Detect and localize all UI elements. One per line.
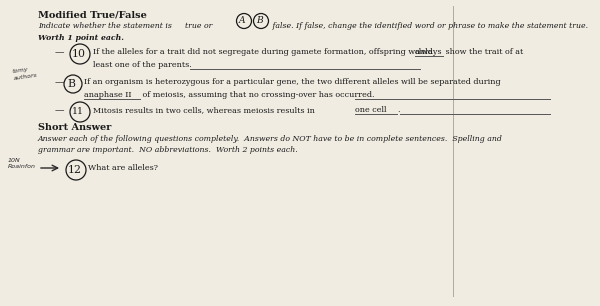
Text: 10N
Roainfon: 10N Roainfon — [8, 158, 36, 169]
Text: —: — — [55, 106, 65, 115]
Text: If the alleles for a trait did not segregate during gamete formation, offspring : If the alleles for a trait did not segre… — [93, 48, 435, 56]
Text: B: B — [256, 16, 263, 25]
Text: What are alleles?: What are alleles? — [88, 164, 158, 172]
Text: true or: true or — [185, 22, 215, 30]
Text: 10: 10 — [72, 49, 86, 59]
Text: —: — — [55, 78, 65, 87]
Text: of meiosis, assuming that no crossing-over has occurred.: of meiosis, assuming that no crossing-ov… — [140, 91, 374, 99]
Text: .: . — [397, 106, 400, 114]
Text: one cell: one cell — [355, 106, 386, 114]
Text: false. If false, change the identified word or phrase to make the statement true: false. If false, change the identified w… — [270, 22, 588, 30]
Text: 12: 12 — [68, 165, 82, 175]
Text: show the trait of at: show the trait of at — [443, 48, 523, 56]
Text: Indicate whether the statement is: Indicate whether the statement is — [38, 22, 175, 30]
Text: If an organism is heterozygous for a particular gene, the two different alleles : If an organism is heterozygous for a par… — [84, 78, 500, 86]
Text: A: A — [239, 16, 245, 25]
Text: Answer each of the following questions completely.  Answers do NOT have to be in: Answer each of the following questions c… — [38, 135, 503, 143]
Text: anaphase II: anaphase II — [84, 91, 131, 99]
Text: Mitosis results in two cells, whereas meiosis results in: Mitosis results in two cells, whereas me… — [93, 106, 317, 114]
Text: least one of the parents.: least one of the parents. — [93, 61, 192, 69]
Text: grammar are important.  NO abbreviations.  Worth 2 points each.: grammar are important. NO abbreviations.… — [38, 146, 298, 154]
Text: always: always — [415, 48, 443, 56]
Text: tomy
authors: tomy authors — [12, 66, 38, 81]
Text: Modified True/False: Modified True/False — [38, 11, 147, 20]
Text: Worth 1 point each.: Worth 1 point each. — [38, 34, 124, 42]
Text: —: — — [55, 48, 65, 57]
Text: B: B — [67, 79, 75, 89]
Text: Short Answer: Short Answer — [38, 123, 112, 132]
Text: 11: 11 — [72, 107, 84, 116]
